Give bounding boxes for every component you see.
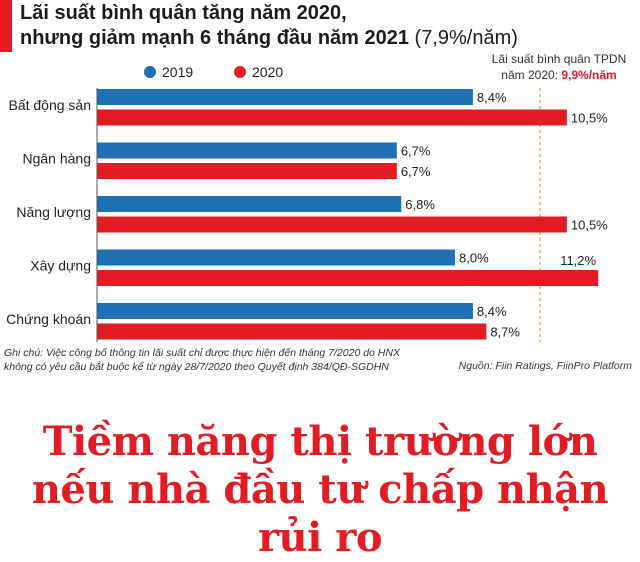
legend-marker-2019 — [144, 66, 156, 78]
footnote: Ghi chú: Việc công bố thông tin lãi suất… — [4, 346, 404, 374]
data-label-2020: 8,7% — [490, 325, 520, 340]
bar-2020 — [97, 323, 487, 340]
title-line-1: Lãi suất bình quân tăng năm 2020, — [20, 2, 347, 24]
data-label-2020: 10,5% — [571, 111, 608, 126]
footnote-line-2: không có yêu cầu bắt buộc kể từ ngày 28/… — [4, 361, 389, 373]
data-label-2020: 6,7% — [401, 164, 431, 179]
bar-2020 — [97, 109, 567, 126]
headline-line-2: nếu nhà đầu tư chấp nhận rủi ro — [31, 466, 609, 561]
bar-2020 — [97, 270, 599, 286]
reference-label-text: năm 2020: — [501, 68, 561, 82]
data-label-2019: 6,8% — [405, 197, 435, 212]
legend-marker-2020 — [234, 66, 246, 78]
reference-label-value: 9,9%/năm — [561, 68, 616, 82]
category-label: Ngân hàng — [22, 151, 91, 167]
bar-2019 — [97, 303, 473, 319]
category-label: Xây dựng — [30, 258, 91, 274]
reference-label-line-2: năm 2020: 9,9%/năm — [501, 68, 616, 82]
headline: Tiềm năng thị trường lớn nếu nhà đầu tư … — [0, 418, 640, 562]
category-label: Chứng khoán — [6, 311, 91, 327]
bar-2020 — [97, 163, 397, 179]
data-label-2019: 8,4% — [477, 304, 507, 319]
footnote-line-1: Ghi chú: Việc công bố thông tin lãi suất… — [4, 347, 400, 359]
bar-2019 — [97, 89, 473, 105]
title-line-2: nhưng giảm mạnh 6 tháng đầu năm 2021 (7,… — [20, 26, 630, 51]
category-label: Năng lượng — [16, 204, 91, 220]
bar-2019 — [97, 142, 397, 159]
legend-label-2020: 2020 — [252, 64, 283, 80]
bar-2020 — [97, 216, 567, 233]
legend-label-2019: 2019 — [162, 64, 193, 80]
data-label-2019: 8,4% — [477, 90, 507, 105]
title-accent-bar — [0, 0, 12, 52]
title-line-2-main: nhưng giảm mạnh 6 tháng đầu năm 2021 — [20, 27, 409, 49]
bar-2019 — [97, 249, 455, 266]
bar-chart: 2019 2020 Lãi suất bình quân TPDN năm 2020:… — [6, 52, 627, 342]
bar-2019 — [97, 196, 402, 212]
data-label-2019: 6,7% — [401, 144, 431, 159]
data-label-2020: 10,5% — [571, 218, 608, 233]
title-line-2-suffix: (7,9%/năm) — [409, 27, 518, 49]
data-label-2020: 11,2% — [560, 253, 596, 268]
chart-title: Lãi suất bình quân tăng năm 2020, nhưng … — [20, 1, 630, 51]
category-label: Bất động sản — [8, 97, 91, 113]
source-note: Nguồn: Fiin Ratings, FiinPro Platform — [458, 360, 632, 372]
data-label-2019: 8,0% — [459, 251, 489, 266]
reference-label-line-1: Lãi suất bình quân TPDN — [492, 52, 627, 66]
headline-line-1: Tiềm năng thị trường lớn — [42, 418, 598, 465]
